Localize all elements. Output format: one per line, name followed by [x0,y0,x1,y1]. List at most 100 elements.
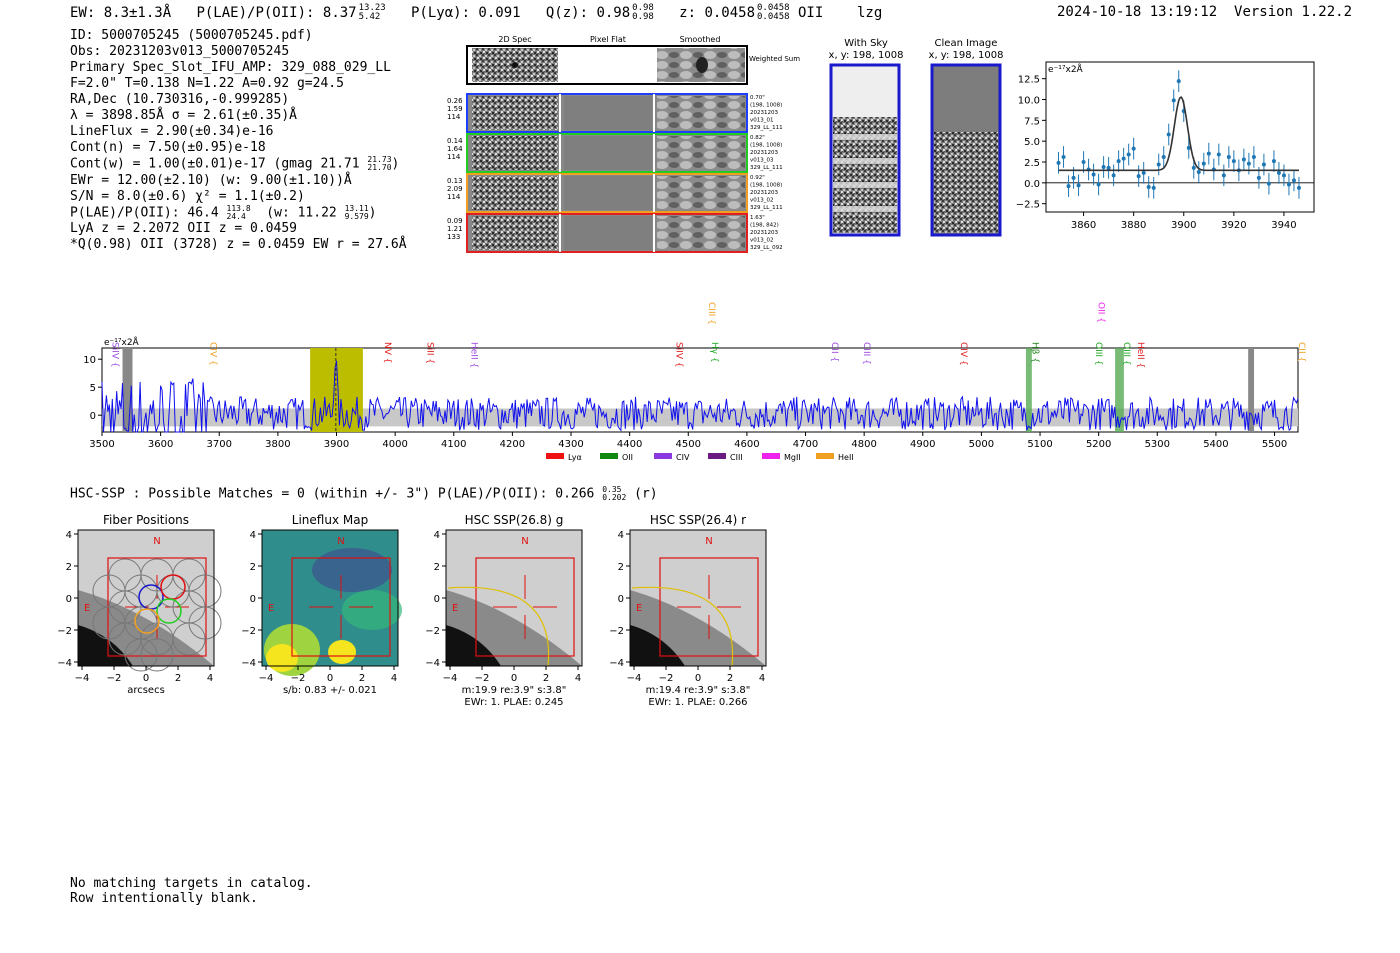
cutout-row-pixelflat [564,176,652,210]
fiber-circle [172,622,206,656]
fit-point [1291,178,1296,183]
weighted-sum-label: Weighted Sum [749,55,800,63]
fit-point [1241,157,1246,162]
cutout-row-left-label: 2.09 [447,185,463,193]
spectrum-line-label: SiII { [424,342,434,364]
fit-point [1136,174,1141,179]
footer-blank-row: Row intentionally blank. [70,891,258,906]
spectrum-xtick-label: 5100 [1027,439,1052,450]
info-sn: S/N = 8.0(±0.6) χ² = 1.1(±0.2) [70,188,305,204]
panel-ellipse-fit [631,586,734,667]
fit-point [1061,155,1066,159]
panel-ytick-label: 2 [66,562,72,573]
spectrum-xtick-label: 4800 [851,439,876,450]
panel-ytick-label: −2 [609,626,624,637]
fit-point [1131,146,1136,151]
spectrum-line-label: CIII { [861,342,871,365]
info-lambda: λ = 3898.85Å σ = 2.61(±0.35)Å [70,108,297,123]
panel-ytick-label: 2 [618,562,624,573]
spectrum-xtick-label: 4100 [441,439,466,450]
panel-ytick-label: 0 [66,594,72,605]
info-plae2-w: (w: 11.22 [266,205,337,220]
cutout-row-smoothed [657,136,745,170]
fit-ytick-label: 7.5 [1024,116,1040,127]
info-plae2-w-hi: 13.11 [344,203,369,213]
header-plya: P(Lyα): 0.091 [411,5,521,21]
fit-point [1276,170,1281,175]
panel-ytick-label: 0 [618,594,624,605]
cutout-row-right-label: 329_LL_111 [750,205,783,211]
fit-ytick-label: −2.5 [1016,200,1040,211]
cutout-row-right-label: 0.92" [750,175,765,181]
panel-north-label: N [337,536,344,547]
spectrum-ytick-label: 10 [83,355,96,366]
spectrum-ytick-label: 5 [90,383,96,394]
spectrum-emission-band [310,348,363,432]
spectrum-line-label: HeII { [1135,342,1145,368]
spectrum-xtick-label: 4000 [382,439,407,450]
fit-point [1111,173,1116,178]
panel-title: Lineflux Map [292,513,368,527]
hsc-summary-band: (r) [634,486,658,502]
fit-xtick-label: 3880 [1121,220,1146,231]
panel-xtick-label: 4 [207,673,213,684]
header-z-lo: 0.0458 [757,12,790,22]
panel-caption: m:19.9 re:3.9" s:3.8" [462,685,567,696]
info-obs: Obs: 20231203v013_5000705245 [70,44,290,59]
col-title-2dspec: 2D Spec [498,35,531,44]
spectrum-masked-band [1248,348,1255,432]
spectrum-xtick-label: 5000 [969,439,994,450]
panel-xtick-label: −4 [75,673,90,684]
fit-point [1161,155,1166,159]
col-title-smoothed: Smoothed [680,35,721,44]
cutout-row-left-label: 114 [447,193,461,201]
cutout-row-right-label: 20231203 [750,190,778,196]
fit-ytick-label: 2.5 [1024,158,1040,169]
cutout-row-left-label: 133 [447,233,460,241]
spectrum-ytick-label: 0 [90,411,96,422]
panel-east-label: E [84,603,90,614]
cutout-row-left-label: 0.09 [447,217,463,225]
legend-label: CIV [676,453,690,462]
panel-aperture-box [659,557,759,657]
header-plae-lo: 5.42 [358,12,381,22]
cutout-row-right-label: 20231203 [750,150,778,156]
cutout-row-right-label: 0.82" [750,135,765,141]
cutout-row-right-label: 329_LL_111 [750,125,783,131]
cutout-row-smoothed [657,96,745,130]
header-datetime: 2024-10-18 13:19:12 [1057,4,1218,20]
cutout-row-right-label: 20231203 [750,110,778,116]
fit-point [1066,184,1071,189]
panel-xtick-label: 0 [511,673,517,684]
with-sky-stripes [833,134,897,212]
spectrum-line-label: OIII { [1121,342,1131,366]
fit-point [1076,183,1081,188]
cutout-row-pixelflat [564,216,652,250]
spectrum-xtick-label: 4600 [734,439,759,450]
cutouts-panel: 2D Spec Pixel Flat Smoothed Weighted Sum… [447,35,800,253]
panel-ytick-label: −2 [241,626,256,637]
info-contw-lo: 21.70 [367,163,392,172]
panel-title: Fiber Positions [103,513,189,527]
panel-ytick-label: −4 [241,658,256,669]
info-contn: Cont(n) = 7.50(±0.95)e-18 [70,140,266,155]
fit-point [1271,159,1276,164]
legend-label: MgII [784,453,801,462]
panel-xtick-label: −2 [291,673,306,684]
header-z-hi: 0.0458 [757,3,790,13]
fiber-circle [124,638,158,672]
info-q: *Q(0.98) OII (3728) z = 0.0459 EW r = 27… [70,237,407,252]
cutout-row-right-label: 329_LL_111 [750,165,783,171]
fit-point [1216,152,1221,157]
weighted-sum-spot [512,62,518,68]
info-contw: Cont(w) = 1.00(±0.01)e-17 (gmag 21.71 21… [70,155,400,172]
info-lya: LyA z = 2.2072 OII z = 0.0459 [70,221,297,236]
panel-caption: EWr: 1. PLAE: 0.245 [464,697,563,708]
info-lineflux: LineFlux = 2.90(±0.34)e-16 [70,124,274,139]
header-z-line: OII [797,5,824,21]
panel-ellipse-fit [447,586,550,667]
spectrum-xtick-label: 3600 [148,439,173,450]
hsc-summary-text: HSC-SSP : Possible Matches = 0 (within +… [70,486,595,502]
info-plae2-w-lo: 9.579 [344,211,369,221]
panel-xtick-label: −2 [475,673,490,684]
